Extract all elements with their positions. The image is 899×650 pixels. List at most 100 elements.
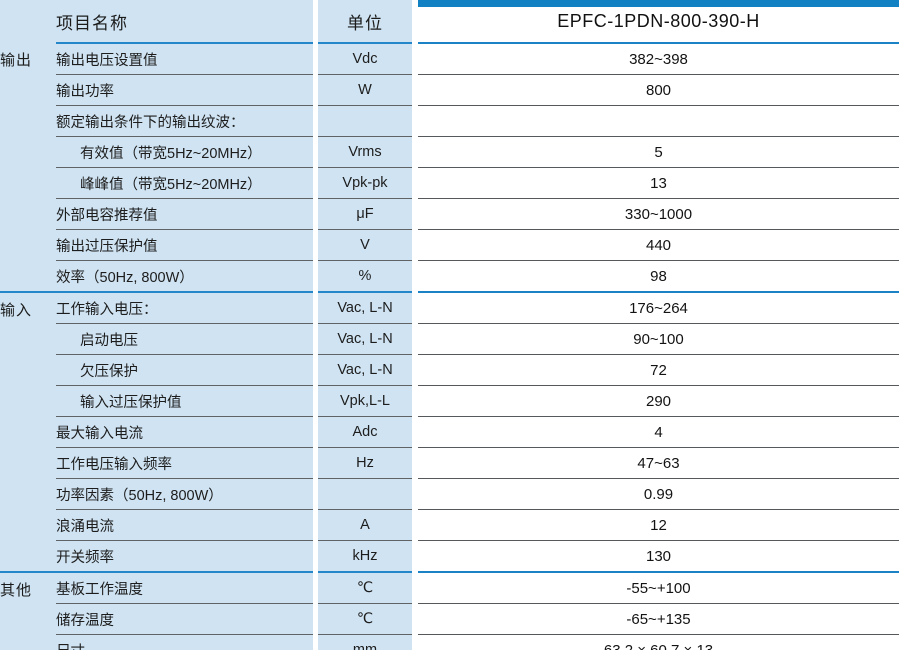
table-row: 峰峰值（带宽5Hz~20MHz） Vpk-pk 13: [0, 167, 899, 199]
column-gap: [412, 416, 418, 448]
row-value: 330~1000: [418, 198, 899, 230]
table-row: 开关频率 kHz 130: [0, 540, 899, 573]
column-gap: [412, 198, 418, 230]
table-row: 浪涌电流 A 12: [0, 509, 899, 541]
column-gap: [412, 0, 418, 43]
row-value: 440: [418, 229, 899, 261]
row-name: 峰峰值（带宽5Hz~20MHz）: [56, 167, 313, 199]
row-unit: %: [318, 260, 412, 293]
header-group-spacer: [0, 0, 56, 43]
row-name: 额定输出条件下的输出纹波：: [56, 105, 313, 137]
row-value: -55~+100: [418, 572, 899, 604]
column-gap: [313, 292, 318, 324]
row-unit: [318, 478, 412, 510]
table-header-row: 项目名称 单位 EPFC-1PDN-800-390-H: [0, 0, 899, 44]
row-value: 800: [418, 74, 899, 106]
row-name: 输入过压保护值: [56, 385, 313, 417]
row-name: 尺寸: [56, 635, 313, 650]
row-value: 382~398: [418, 43, 899, 75]
column-gap: [313, 385, 318, 417]
column-gap: [412, 478, 418, 510]
row-unit: Vrms: [318, 136, 412, 168]
row-value: 0.99: [418, 478, 899, 510]
row-name: 启动电压: [56, 323, 313, 355]
row-unit: Vac, L-N: [318, 354, 412, 386]
row-value: 130: [418, 540, 899, 573]
row-value: 290: [418, 385, 899, 417]
column-gap: [313, 323, 318, 355]
column-gap: [412, 572, 418, 604]
row-unit: ℃: [318, 603, 412, 635]
row-name: 效率（50Hz, 800W）: [56, 260, 313, 293]
column-gap: [412, 229, 418, 261]
row-name: 基板工作温度: [56, 572, 313, 604]
row-name: 开关频率: [56, 540, 313, 573]
column-gap: [412, 447, 418, 479]
row-value: 72: [418, 354, 899, 386]
row-name: 浪涌电流: [56, 509, 313, 541]
section-group-label: 其他: [0, 582, 33, 599]
column-gap: [313, 260, 318, 292]
column-gap: [313, 43, 318, 75]
row-name: 工作输入电压：: [56, 292, 313, 324]
row-value: 47~63: [418, 447, 899, 479]
table-row: 外部电容推荐值 μF 330~1000: [0, 198, 899, 230]
section-group-label: 输出: [0, 43, 56, 293]
column-gap: [313, 478, 318, 510]
row-unit: A: [318, 509, 412, 541]
row-unit: V: [318, 229, 412, 261]
column-gap: [412, 634, 418, 650]
column-gap: [313, 603, 318, 635]
row-name: 输出过压保护值: [56, 229, 313, 261]
row-unit: ℃: [318, 572, 412, 604]
column-gap: [313, 198, 318, 230]
row-name: 有效值（带宽5Hz~20MHz）: [56, 136, 313, 168]
column-gap: [412, 74, 418, 106]
row-value: 98: [418, 260, 899, 293]
table-row: 输出 输出电压设置值 Vdc 382~398: [0, 43, 899, 293]
table-row: 输出功率 W 800: [0, 74, 899, 106]
table-row: 尺寸 mm 63.2 × 60.7 × 13: [0, 634, 899, 650]
row-unit: mm: [352, 642, 378, 650]
column-gap: [412, 354, 418, 386]
row-name: 储存温度: [56, 603, 313, 635]
table-row: 输出过压保护值 V 440: [0, 229, 899, 261]
table-row: 启动电压 Vac, L-N 90~100: [0, 323, 899, 355]
column-header-unit: 单位: [318, 0, 412, 44]
row-value: 90~100: [418, 323, 899, 355]
table-row: 储存温度 ℃ -65~+135: [0, 603, 899, 635]
column-gap: [412, 323, 418, 355]
row-value: 176~264: [418, 292, 899, 324]
row-name: 输出电压设置值: [56, 43, 313, 75]
row-unit: Hz: [318, 447, 412, 479]
table-row: 效率（50Hz, 800W）% 98: [0, 260, 899, 293]
column-gap: [412, 292, 418, 324]
row-name: 工作电压输入频率: [56, 447, 313, 479]
column-gap: [412, 509, 418, 541]
row-value: -65~+135: [418, 603, 899, 635]
section-group-label: 输入: [0, 292, 56, 573]
row-value: 13: [418, 167, 899, 199]
table-row: 额定输出条件下的输出纹波：: [0, 105, 899, 137]
column-gap: [313, 416, 318, 448]
table-row: 输入 工作输入电压： Vac, L-N 176~264: [0, 292, 899, 573]
column-gap: [313, 105, 318, 137]
column-gap: [313, 572, 318, 604]
column-gap: [313, 136, 318, 168]
column-gap: [412, 167, 418, 199]
column-header-name: 项目名称: [56, 0, 313, 44]
column-gap: [313, 447, 318, 479]
column-gap: [313, 354, 318, 386]
column-gap: [412, 136, 418, 168]
column-gap: [313, 74, 318, 106]
row-unit: Vac, L-N: [318, 323, 412, 355]
table-row: 有效值（带宽5Hz~20MHz） Vrms 5: [0, 136, 899, 168]
table-row: 工作电压输入频率 Hz 47~63: [0, 447, 899, 479]
table-row: 欠压保护 Vac, L-N 72: [0, 354, 899, 386]
column-header-model: EPFC-1PDN-800-390-H: [418, 0, 899, 44]
table-row: 其他 基板工作温度 ℃ -55~+100: [0, 572, 899, 604]
column-gap: [412, 260, 418, 292]
column-gap: [412, 105, 418, 137]
